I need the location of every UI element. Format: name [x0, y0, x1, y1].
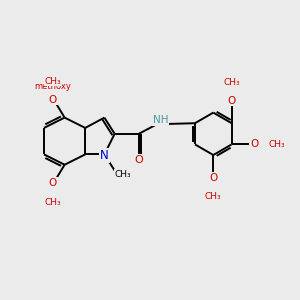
Text: CH₃: CH₃ [205, 191, 222, 200]
Text: CH₃: CH₃ [268, 140, 285, 149]
Text: O: O [49, 94, 57, 105]
Text: O: O [134, 155, 143, 165]
Text: CH₃: CH₃ [224, 78, 240, 87]
Text: NH: NH [153, 115, 168, 125]
Text: CH₃: CH₃ [44, 198, 61, 207]
Text: O: O [250, 140, 259, 149]
Text: CH₃: CH₃ [44, 77, 61, 86]
Text: methoxy: methoxy [34, 82, 71, 91]
Text: O: O [209, 173, 218, 183]
Text: CH₃: CH₃ [115, 169, 131, 178]
Text: O: O [227, 95, 236, 106]
Text: N: N [100, 149, 109, 162]
Text: O: O [49, 178, 57, 188]
